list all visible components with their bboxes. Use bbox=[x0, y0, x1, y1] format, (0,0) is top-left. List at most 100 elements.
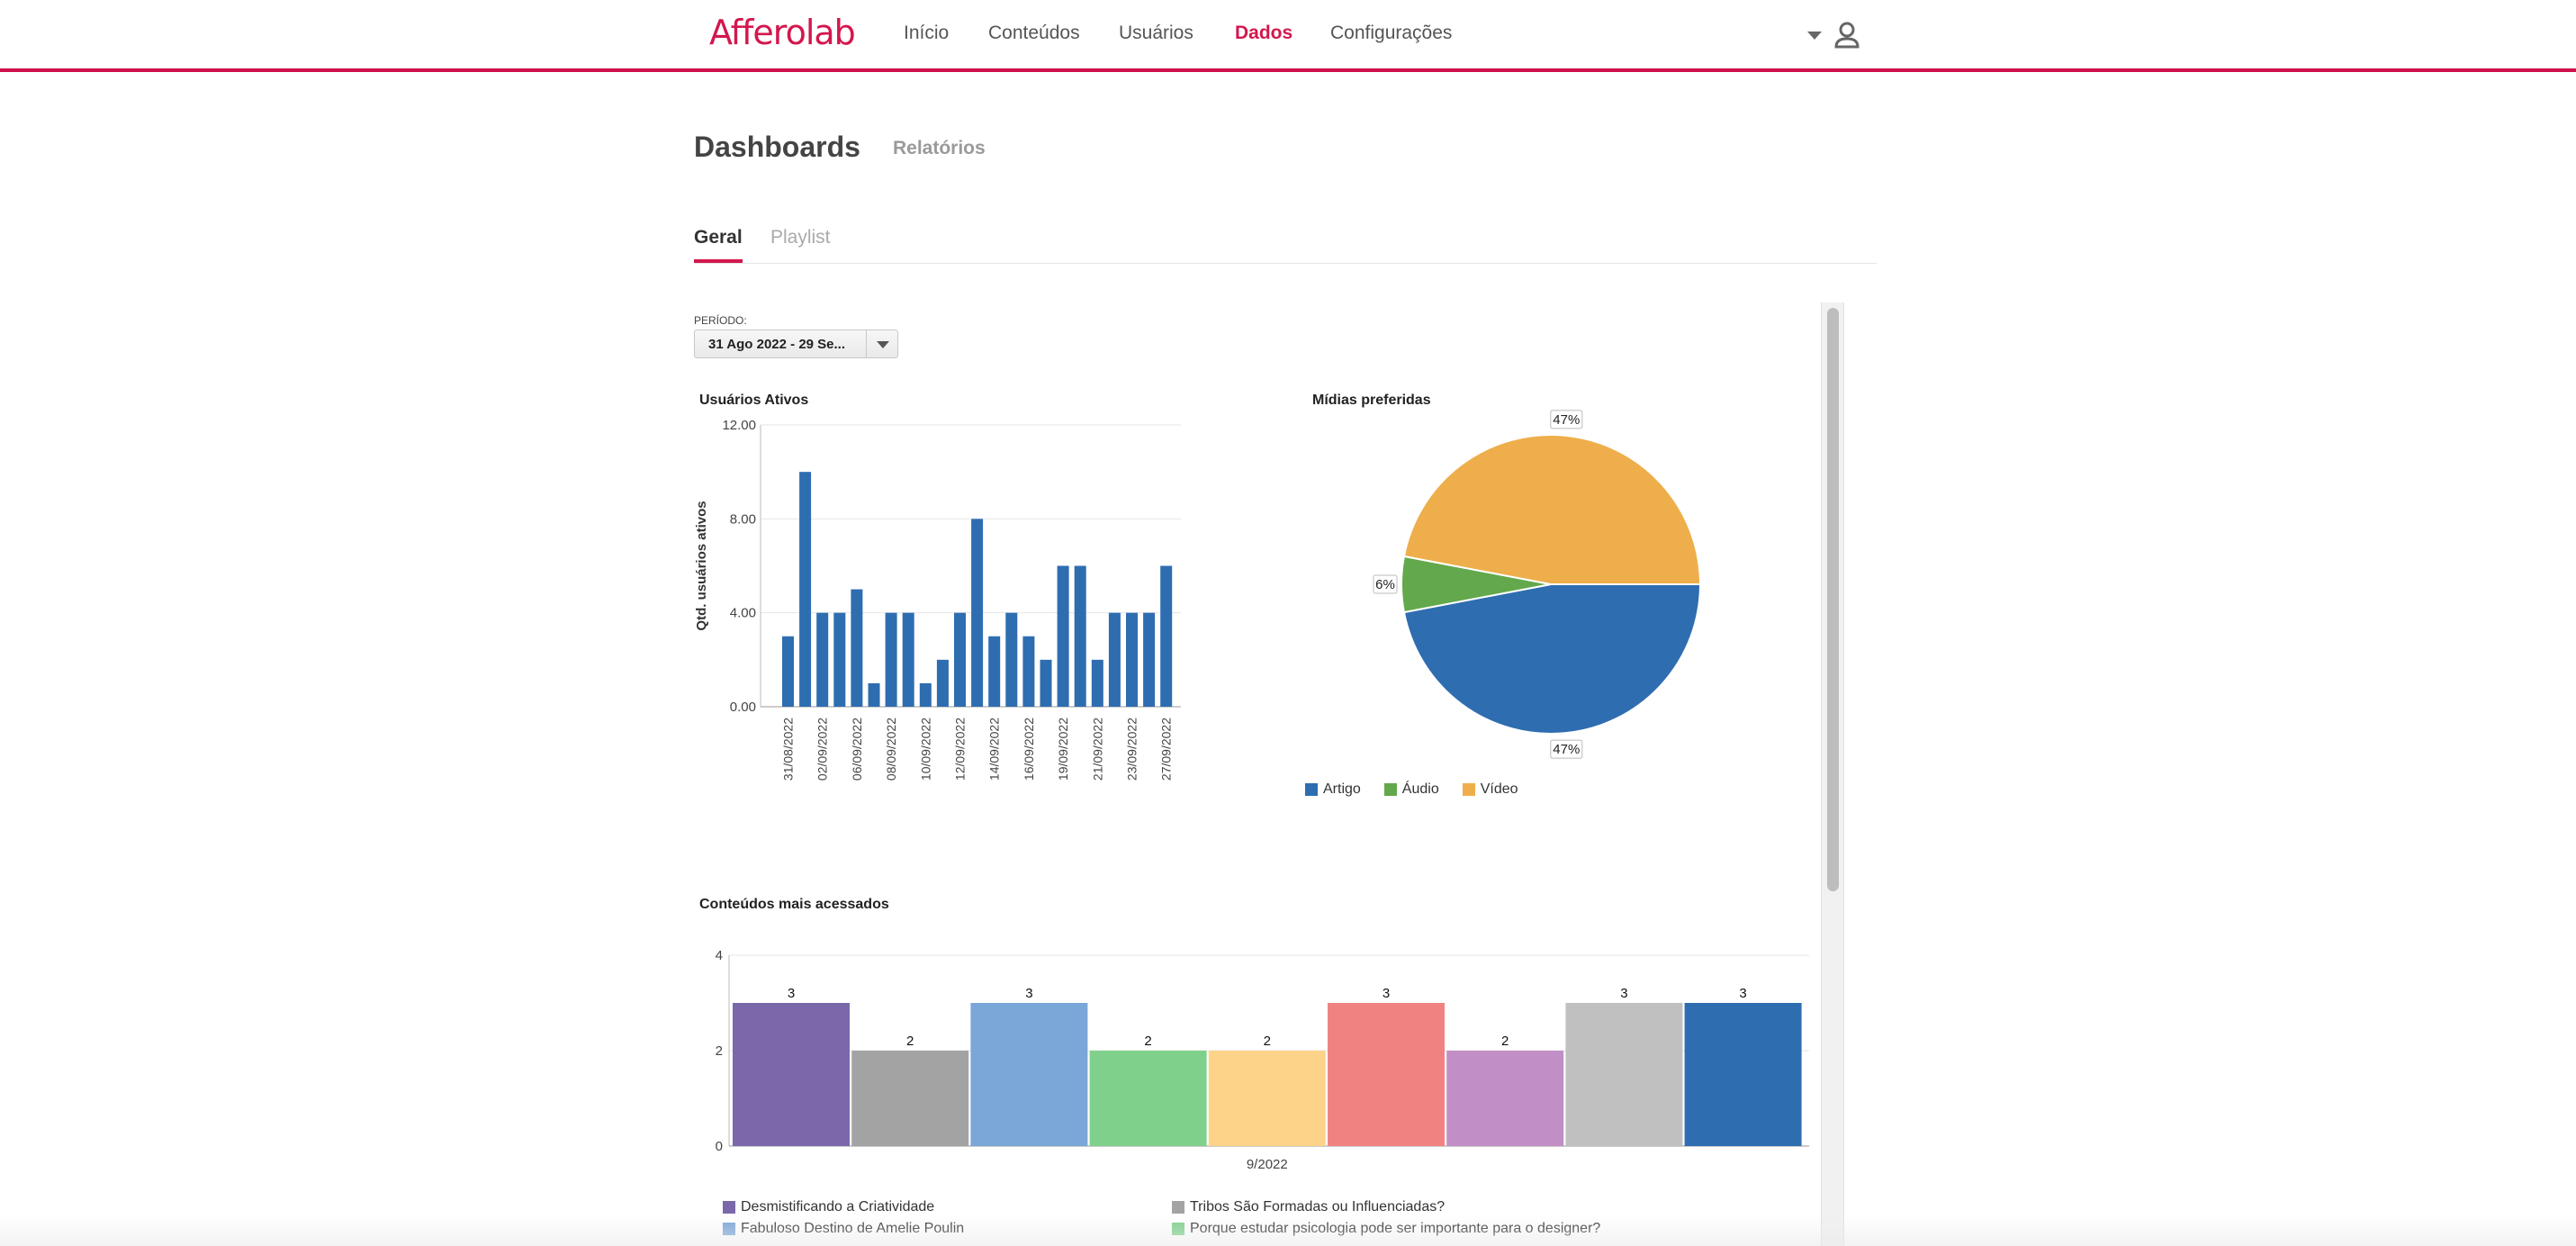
nav-dados[interactable]: Dados bbox=[1235, 23, 1293, 43]
y-tick-label: 12.00 bbox=[722, 418, 756, 433]
pie-label: 6% bbox=[1375, 577, 1395, 592]
pie-legend: Artigo Áudio Vídeo bbox=[1305, 781, 1518, 798]
y-tick-label: 2 bbox=[716, 1043, 723, 1059]
nav-usuarios[interactable]: Usuários bbox=[1119, 23, 1193, 43]
legend-swatch-audio bbox=[1383, 783, 1397, 796]
bar-value-label: 2 bbox=[1501, 1034, 1509, 1049]
user-menu[interactable] bbox=[1802, 16, 1874, 56]
bar bbox=[1057, 565, 1069, 707]
bar bbox=[1005, 612, 1018, 707]
bar bbox=[1208, 1051, 1326, 1146]
nav-conteudos[interactable]: Conteúdos bbox=[988, 23, 1080, 43]
bar bbox=[833, 612, 846, 707]
x-tick-label: 02/09/2022 bbox=[815, 718, 830, 781]
legend-swatch bbox=[1172, 1223, 1184, 1235]
x-tick-label: 10/09/2022 bbox=[918, 718, 932, 781]
bar bbox=[782, 636, 794, 707]
bar-value-label: 2 bbox=[1144, 1034, 1151, 1049]
legend-item-4: Porque estudar psicologia pode ser impor… bbox=[1172, 1221, 1600, 1237]
bar bbox=[799, 472, 812, 707]
chevron-down-icon[interactable] bbox=[866, 330, 897, 357]
legend-label: Porque estudar psicologia pode ser impor… bbox=[1190, 1221, 1601, 1236]
bar bbox=[1108, 612, 1121, 707]
legend-label: Desmistificando a Criatividade bbox=[741, 1199, 935, 1214]
bar bbox=[1565, 1003, 1683, 1146]
legend-swatch bbox=[723, 1223, 735, 1235]
legend-swatch-artigo bbox=[1305, 783, 1318, 796]
period-select-value: 31 Ago 2022 - 29 Se... bbox=[708, 337, 846, 352]
user-menu-icons bbox=[1807, 22, 1860, 49]
bar bbox=[988, 636, 1001, 707]
y-tick-label: 0.00 bbox=[730, 700, 756, 715]
tab-geral[interactable]: Geral bbox=[694, 227, 743, 248]
bar-value-label: 2 bbox=[1264, 1034, 1271, 1049]
period-label: PERÍODO: bbox=[694, 314, 747, 327]
top-contents-chart: 0 2 4 3 2 3 2 2 3 2 3 3 9/2022 bbox=[716, 948, 1809, 1172]
bar bbox=[971, 519, 984, 707]
pie-label: 47% bbox=[1553, 742, 1580, 757]
y-tick-label: 0 bbox=[716, 1139, 723, 1154]
pie-slice bbox=[1402, 434, 1702, 585]
bar bbox=[954, 612, 966, 707]
x-tick-label: 12/09/2022 bbox=[953, 718, 968, 781]
x-tick-label: 31/08/2022 bbox=[781, 718, 796, 781]
x-tick-label: 16/09/2022 bbox=[1022, 718, 1036, 781]
page-title: Dashboards bbox=[694, 131, 860, 163]
period-select[interactable]: 31 Ago 2022 - 29 Se... bbox=[694, 330, 898, 358]
legend-item-3: Fabuloso Destino de Amelie Poulin bbox=[723, 1221, 964, 1237]
bar bbox=[816, 612, 829, 707]
bar bbox=[936, 659, 949, 707]
caret-down-icon bbox=[1807, 32, 1822, 40]
bar bbox=[1446, 1051, 1564, 1146]
legend-item-1: Desmistificando a Criatividade bbox=[723, 1199, 934, 1215]
bar bbox=[1089, 1051, 1207, 1146]
bar bbox=[1022, 636, 1035, 707]
bar bbox=[1143, 612, 1156, 707]
bar bbox=[1091, 659, 1103, 707]
bar-value-label: 2 bbox=[906, 1034, 914, 1049]
x-axis-label: 9/2022 bbox=[1247, 1157, 1288, 1172]
y-axis-label: Qtd. usuários ativos bbox=[694, 501, 709, 630]
reports-link[interactable]: Relatórios bbox=[893, 138, 986, 158]
pie-label-box bbox=[1550, 739, 1583, 759]
active-users-title: Usuários Ativos bbox=[699, 393, 809, 408]
legend-artigo: Artigo bbox=[1323, 781, 1361, 797]
bar bbox=[1126, 612, 1138, 707]
bar bbox=[902, 612, 914, 707]
bar-value-label: 3 bbox=[1620, 986, 1627, 1001]
pie-label-box bbox=[1550, 410, 1583, 429]
x-tick-label: 21/09/2022 bbox=[1090, 718, 1104, 781]
bar bbox=[868, 682, 880, 707]
tabs-divider bbox=[694, 263, 1877, 264]
bar bbox=[733, 1003, 850, 1146]
x-tick-label: 08/09/2022 bbox=[884, 718, 898, 781]
x-tick-label: 14/09/2022 bbox=[987, 718, 1002, 781]
legend-swatch bbox=[1172, 1201, 1184, 1214]
tab-playlist[interactable]: Playlist bbox=[770, 227, 831, 248]
legend-label: Fabuloso Destino de Amelie Poulin bbox=[741, 1221, 965, 1236]
active-users-chart: 0.00 4.00 8.00 12.00 Qtd. usuários ativos 31/… bbox=[694, 418, 1181, 781]
bar bbox=[1328, 1003, 1445, 1146]
scrollbar-thumb[interactable] bbox=[1827, 308, 1839, 891]
nav-inicio[interactable]: Início bbox=[904, 23, 950, 43]
content-scrollbar[interactable] bbox=[1821, 302, 1844, 1246]
preferred-media-pie: 47% 6% 47% bbox=[1373, 410, 1702, 759]
bar bbox=[851, 1051, 969, 1146]
x-tick-label: 23/09/2022 bbox=[1125, 718, 1139, 781]
nav-configuracoes[interactable]: Configurações bbox=[1330, 23, 1453, 43]
bar bbox=[970, 1003, 1088, 1146]
legend-audio: Áudio bbox=[1401, 781, 1439, 797]
x-tick-label: 19/09/2022 bbox=[1056, 718, 1070, 781]
y-tick-label: 4 bbox=[716, 948, 723, 963]
legend-swatch-video bbox=[1462, 783, 1475, 796]
bar bbox=[1160, 565, 1173, 707]
bar-value-label: 3 bbox=[1025, 986, 1032, 1001]
bar bbox=[851, 589, 863, 707]
pie-slice bbox=[1402, 583, 1702, 735]
x-tick-label: 06/09/2022 bbox=[850, 718, 864, 781]
bar-value-label: 3 bbox=[788, 986, 795, 1001]
legend-swatch bbox=[723, 1201, 735, 1214]
bar bbox=[919, 682, 932, 707]
top-contents-title: Conteúdos mais acessados bbox=[699, 897, 889, 912]
afferolab-logo[interactable]: Afferolab bbox=[709, 13, 856, 52]
